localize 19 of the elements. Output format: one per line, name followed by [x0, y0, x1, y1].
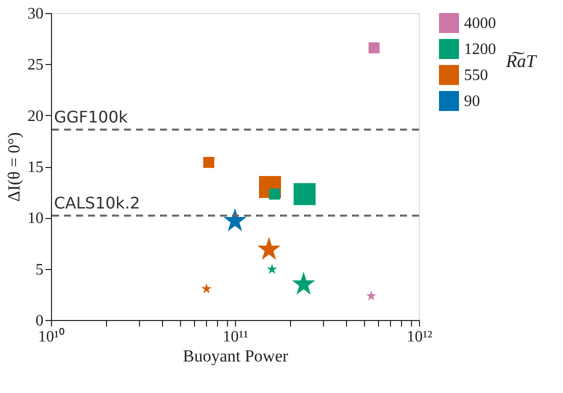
ref-line-label: CALS10k.2	[54, 194, 140, 213]
x-axis-title: Buoyant Power	[182, 346, 288, 366]
x-tick-label: 10¹⁰	[38, 328, 65, 346]
legend-label: 90	[464, 93, 480, 110]
y-axis-title: ΔI(θ = 0°)	[4, 132, 24, 202]
legend-label: 1200	[464, 41, 496, 58]
ref-line-label: GGF100k	[54, 108, 129, 127]
y-tick-label: 0	[36, 312, 44, 330]
y-tick-label: 25	[28, 56, 44, 74]
legend-label: 4000	[464, 15, 496, 32]
x-tick-label: 10¹²	[406, 328, 432, 346]
y-tick-label: 30	[28, 6, 44, 22]
x-tick-label: 10¹¹	[222, 328, 248, 346]
legend-title: R͠aT	[505, 51, 538, 71]
y-tick-label: 15	[28, 159, 44, 176]
y-tick-label: 20	[28, 108, 44, 125]
legend-label: 550	[464, 67, 488, 84]
y-tick-label: 10	[28, 210, 44, 228]
y-tick-label: 5	[36, 261, 44, 278]
